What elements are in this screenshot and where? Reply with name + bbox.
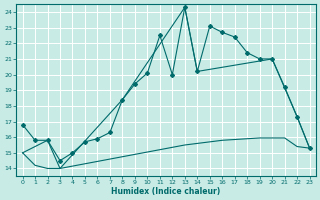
X-axis label: Humidex (Indice chaleur): Humidex (Indice chaleur): [111, 187, 221, 196]
